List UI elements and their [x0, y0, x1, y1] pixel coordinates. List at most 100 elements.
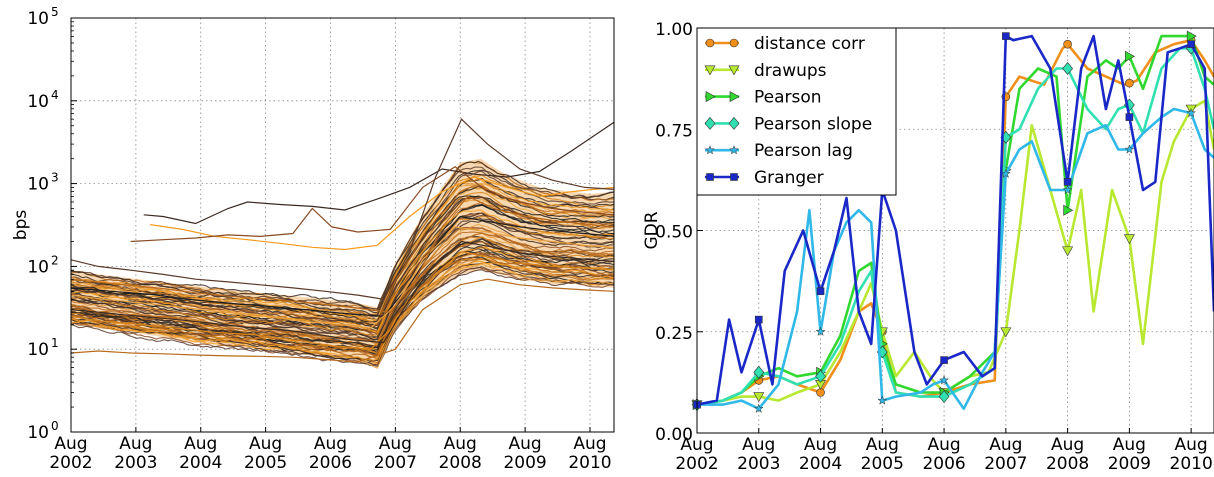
left-series-line	[70, 220, 615, 341]
right-x-tick-year: 2007	[984, 454, 1027, 474]
right-y-tick-label: 0.75	[655, 121, 693, 141]
right-x-tick-month: Aug	[804, 435, 837, 455]
tick-base: 10	[27, 257, 49, 277]
legend-marker	[704, 116, 716, 130]
series-point	[939, 375, 950, 385]
left-y-tick-exponent: 3	[51, 171, 59, 185]
series-point	[1186, 30, 1197, 42]
left-x-tick-month: Aug	[119, 434, 152, 454]
left-y-tick-exponent: 2	[51, 253, 59, 267]
left-x-tick-year: 2010	[568, 453, 611, 473]
left-series-line	[130, 165, 615, 243]
series-point	[1125, 50, 1135, 62]
tick-base: 10	[27, 9, 49, 29]
right-x-tick-month: Aug	[927, 435, 960, 455]
right-chart: Aug2002Aug2003Aug2004Aug2005Aug2006Aug20…	[642, 20, 1214, 474]
left-y-tick-label: 10	[27, 175, 49, 195]
left-chart: Aug2002Aug2003Aug2004Aug2005Aug2006Aug20…	[11, 5, 615, 473]
legend-marker	[730, 173, 738, 181]
series-point	[1000, 168, 1011, 179]
right-x-tick-month: Aug	[1051, 435, 1084, 455]
left-series-line	[70, 240, 615, 349]
series-point	[1000, 327, 1012, 338]
legend-item: distance corr	[705, 34, 865, 54]
legend: distance corr drawups Pearson Pearson slope…	[696, 27, 897, 196]
left-series-line	[70, 217, 615, 341]
series-point	[815, 326, 826, 337]
right-y-axis-label: GDR	[642, 211, 662, 249]
left-y-tick-label: 10	[27, 340, 49, 360]
left-series-line	[70, 161, 615, 311]
right-x-tick-year: 2003	[737, 454, 780, 474]
left-x-tick-year: 2003	[114, 453, 157, 473]
series-point	[1062, 62, 1074, 75]
left-x-tick-month: Aug	[184, 434, 217, 454]
series-line	[696, 34, 1214, 406]
right-y-tick-label: 1.00	[655, 20, 693, 40]
series-point	[1125, 78, 1134, 88]
series-point	[1125, 113, 1134, 121]
legend-item: Pearson lag	[704, 141, 853, 161]
series-point	[753, 392, 765, 403]
left-series-line	[70, 185, 615, 323]
left-series-line	[70, 174, 615, 316]
series-point	[1187, 40, 1195, 49]
legend-label: Pearson	[754, 88, 822, 108]
series-point	[1186, 107, 1197, 118]
legend-item: Pearson slope	[704, 114, 872, 134]
legend-marker	[728, 116, 740, 130]
legend-marker	[728, 65, 740, 76]
series-point	[1062, 184, 1073, 195]
left-series-line	[70, 231, 615, 344]
series-point	[1123, 234, 1135, 245]
right-y-tick-label: 0.25	[655, 324, 693, 344]
left-series-line	[70, 263, 615, 369]
left-x-tick-month: Aug	[54, 434, 87, 454]
left-axes-frame	[70, 17, 615, 433]
left-y-tick-label: 10	[27, 257, 49, 277]
left-series-line	[70, 269, 615, 368]
series-point	[754, 315, 763, 324]
right-x-tick-year: 2009	[1108, 454, 1151, 474]
series-point	[815, 369, 826, 383]
left-x-tick-month: Aug	[509, 434, 542, 454]
legend-marker	[705, 38, 715, 48]
legend-marker	[704, 65, 716, 76]
right-y-tick-label: 0.00	[655, 425, 693, 445]
series-point	[1063, 178, 1072, 186]
left-y-tick-label: 10	[27, 9, 49, 29]
right-x-tick-month: Aug	[742, 435, 775, 455]
legend-box	[696, 27, 897, 196]
tick-base: 10	[27, 340, 49, 360]
right-x-tick-month: Aug	[1113, 435, 1146, 455]
left-series-line	[70, 251, 615, 350]
right-x-tick-month: Aug	[866, 435, 899, 455]
legend-label: drawups	[754, 61, 827, 81]
left-x-tick-year: 2004	[179, 453, 222, 473]
legend-item: drawups	[704, 61, 827, 81]
right-x-tick-month: Aug	[680, 435, 713, 455]
left-series-line	[150, 176, 615, 251]
series-point	[1062, 246, 1074, 257]
left-series	[70, 118, 615, 369]
right-x-tick-month: Aug	[989, 435, 1022, 455]
legend-label: Pearson slope	[754, 114, 872, 134]
left-series-line	[70, 195, 615, 313]
series-point	[1063, 39, 1072, 49]
legend-marker	[704, 144, 716, 155]
right-x-tick-year: 2002	[675, 454, 718, 474]
left-y-tick-exponent: 4	[51, 88, 59, 102]
left-series-line	[70, 178, 615, 316]
left-series-line	[70, 237, 615, 349]
legend-marker	[706, 173, 714, 181]
series-point	[1063, 204, 1074, 216]
left-x-tick-month: Aug	[573, 434, 606, 454]
tick-base: 10	[27, 175, 49, 195]
left-x-tick-year: 2007	[374, 453, 417, 473]
series-point	[753, 403, 764, 413]
right-x-tick-year: 2008	[1046, 454, 1089, 474]
left-series-line	[70, 166, 615, 310]
right-x-tick-year: 2005	[861, 454, 904, 474]
left-series-line	[70, 201, 615, 335]
